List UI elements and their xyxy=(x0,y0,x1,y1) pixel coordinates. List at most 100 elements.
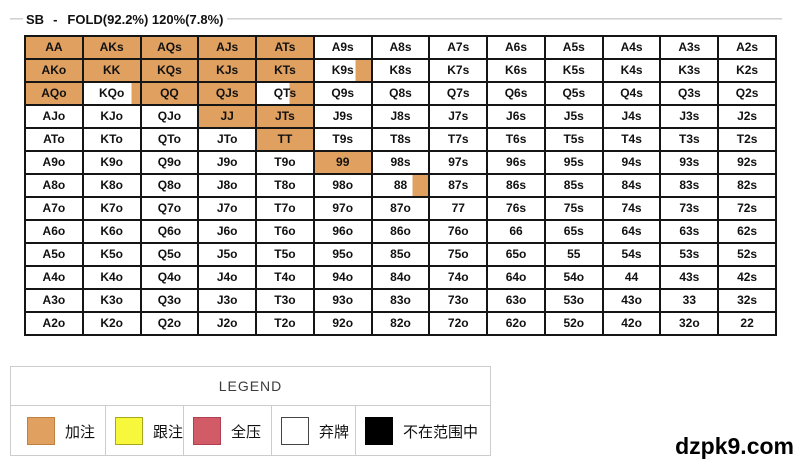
hand-cell: QTo xyxy=(141,129,198,150)
hand-cell: T3s xyxy=(661,129,718,150)
legend-swatch xyxy=(27,417,55,445)
legend-label: 跟注 xyxy=(153,423,184,441)
legend-label: 全压 xyxy=(231,423,262,441)
hand-cell: 55 xyxy=(545,244,602,265)
hand-cell: J8s xyxy=(372,106,429,127)
hand-cell: 88 xyxy=(372,175,429,196)
hand-cell: T8o xyxy=(257,175,313,196)
hand-cell: K2o xyxy=(83,313,140,334)
hand-cell: 87s xyxy=(430,175,487,196)
hand-cell: 87o xyxy=(372,198,429,219)
hand-cell: T4o xyxy=(257,267,313,288)
hand-cell: Q7s xyxy=(430,83,487,104)
hand-cell: A6o xyxy=(26,221,82,242)
hand-cell: T4s xyxy=(603,129,660,150)
hand-cell: 76o xyxy=(430,221,487,242)
hand-cell: ATs xyxy=(257,37,313,58)
hand-cell: A4o xyxy=(26,267,82,288)
hand-cell: KTs xyxy=(257,60,313,81)
hand-cell: AQo xyxy=(26,83,82,104)
hand-cell: T6s xyxy=(488,129,544,150)
hand-cell: 92s xyxy=(719,152,775,173)
header-rule-right xyxy=(227,18,782,20)
hand-cell: 96o xyxy=(314,221,371,242)
page-title: SB - FOLD(92.2%) 120%(7.8%) xyxy=(23,12,227,27)
hand-cell: J7o xyxy=(199,198,256,219)
legend-item: 不在范围中 xyxy=(356,406,490,456)
hand-cell: 97o xyxy=(314,198,371,219)
hand-cell: Q2s xyxy=(719,83,775,104)
hand-cell: 96s xyxy=(488,152,544,173)
hand-cell: T7o xyxy=(257,198,313,219)
hand-cell: J3s xyxy=(661,106,718,127)
hand-cell: J3o xyxy=(199,290,256,311)
hand-cell: A3s xyxy=(661,37,718,58)
position-label: SB xyxy=(26,11,45,27)
hand-cell: Q7o xyxy=(141,198,198,219)
hand-cell: 93o xyxy=(314,290,371,311)
hand-cell: 65o xyxy=(488,244,544,265)
hand-cell: J6o xyxy=(199,221,256,242)
legend-item: 弃牌 xyxy=(272,406,356,456)
hand-cell: 43s xyxy=(661,267,718,288)
hand-cell: AJs xyxy=(199,37,256,58)
hand-cell: 63o xyxy=(488,290,544,311)
hand-cell: AQs xyxy=(141,37,198,58)
legend-swatch xyxy=(365,417,393,445)
hand-cell: J9o xyxy=(199,152,256,173)
title-separator: - xyxy=(53,11,58,27)
hand-cell: 42o xyxy=(603,313,660,334)
hand-cell: 85o xyxy=(372,244,429,265)
hand-cell: A4s xyxy=(603,37,660,58)
hand-cell: 99 xyxy=(314,152,371,173)
hand-cell: QQ xyxy=(141,83,198,104)
legend-label: 弃牌 xyxy=(319,423,350,441)
hand-cell: TT xyxy=(257,129,313,150)
hand-cell: K3o xyxy=(83,290,140,311)
hand-cell: A9s xyxy=(314,37,371,58)
chart-header: SB - FOLD(92.2%) 120%(7.8%) xyxy=(10,10,782,28)
legend-label: 不在范围中 xyxy=(403,423,479,441)
hand-cell: A5o xyxy=(26,244,82,265)
hand-cell: K6o xyxy=(83,221,140,242)
hand-cell: 75s xyxy=(545,198,602,219)
hand-cell: J4o xyxy=(199,267,256,288)
hand-cell: J8o xyxy=(199,175,256,196)
hand-cell: KJs xyxy=(199,60,256,81)
hand-cell: Q6s xyxy=(488,83,544,104)
hand-cell: K7o xyxy=(83,198,140,219)
hand-cell: K5s xyxy=(545,60,602,81)
hand-cell: QJs xyxy=(199,83,256,104)
hand-cell: 74s xyxy=(603,198,660,219)
hand-cell: T5s xyxy=(545,129,602,150)
hand-cell: J2o xyxy=(199,313,256,334)
hand-cell: A6s xyxy=(488,37,544,58)
hand-cell: T9o xyxy=(257,152,313,173)
hand-cell: 63s xyxy=(661,221,718,242)
legend-title: LEGEND xyxy=(11,367,490,406)
hand-cell: K7s xyxy=(430,60,487,81)
strategy-summary: FOLD(92.2%) 120%(7.8%) xyxy=(67,11,224,27)
hand-cell: 52o xyxy=(545,313,602,334)
hand-cell: Q5o xyxy=(141,244,198,265)
hand-cell: Q2o xyxy=(141,313,198,334)
hand-cell: 77 xyxy=(430,198,487,219)
hand-cell: 64s xyxy=(603,221,660,242)
hand-cell: Q8o xyxy=(141,175,198,196)
hand-cell: KQs xyxy=(141,60,198,81)
legend-swatch xyxy=(193,417,221,445)
hand-cell: Q4s xyxy=(603,83,660,104)
hand-cell: T2s xyxy=(719,129,775,150)
hand-cell: Q9o xyxy=(141,152,198,173)
hand-cell: 94s xyxy=(603,152,660,173)
hand-cell: QTs xyxy=(257,83,313,104)
hand-cell: Q4o xyxy=(141,267,198,288)
hand-cell: T9s xyxy=(314,129,371,150)
hand-cell: 66 xyxy=(488,221,544,242)
hand-cell: AA xyxy=(26,37,82,58)
hand-cell: K4s xyxy=(603,60,660,81)
hand-cell: 83o xyxy=(372,290,429,311)
hand-cell: JTo xyxy=(199,129,256,150)
hand-cell: 72o xyxy=(430,313,487,334)
hand-cell: 86o xyxy=(372,221,429,242)
